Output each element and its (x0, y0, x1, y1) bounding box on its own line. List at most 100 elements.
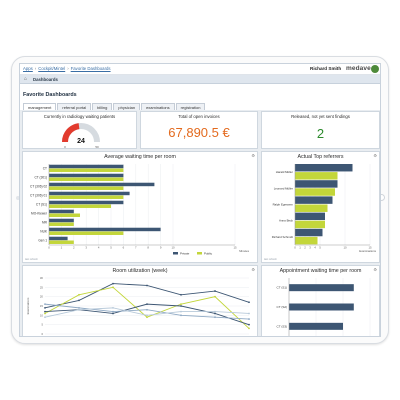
y-category-label: Anna Beck (279, 219, 294, 223)
tab-referral-portal[interactable]: referral portal (57, 103, 92, 110)
bar-private (295, 196, 333, 204)
panel-room-utilization: Room utilization (week) ⚙ 0 5 10 15 20 25 30 Ex… (22, 265, 258, 336)
data-point (146, 308, 148, 311)
x-tick-label: 0 (294, 246, 296, 250)
y-category-label: CT (43, 167, 47, 171)
x-tick-label: 3 (85, 246, 87, 250)
y-tick-label: 30 (40, 276, 44, 280)
data-point (78, 299, 80, 302)
x-tick-label: 0 (48, 246, 50, 250)
panel-footer: last refresh (25, 258, 38, 261)
bar-private (49, 218, 74, 223)
y-category-label: CT (S1) (36, 203, 47, 207)
settings-icon[interactable]: ⚙ (373, 153, 377, 158)
kpi-waiting-patients: Currently in radiology waiting patients … (22, 111, 137, 149)
settings-icon[interactable]: ⚙ (251, 153, 255, 158)
x-tick-label: 1 (61, 246, 63, 250)
y-category-label: CT (S1) (277, 286, 287, 290)
y-category-label: MR (42, 221, 48, 225)
y-tick-label: 10 (40, 313, 44, 317)
x-tick-label: 4 (314, 246, 316, 250)
legend-swatch-private (173, 252, 178, 255)
y-category-label: Leonard Müller (274, 186, 293, 190)
bar-private (49, 236, 68, 241)
y-category-label: CT (306) 02 (30, 185, 47, 189)
legend-swatch-public (197, 252, 202, 255)
data-point (214, 295, 216, 298)
x-tick-label: 4 (98, 246, 100, 250)
settings-icon[interactable]: ⚙ (251, 267, 255, 272)
data-point (214, 316, 216, 319)
kpi-title: Currently in radiology waiting patients (43, 114, 116, 119)
data-point (44, 303, 46, 306)
tab-physician[interactable]: physician (113, 103, 141, 110)
user-name[interactable]: Richard Smith (310, 66, 342, 71)
bar-private (289, 322, 343, 330)
y-tick-label: 15 (40, 304, 44, 308)
nav-title[interactable]: Dashboards (33, 77, 58, 82)
kpi-value: 67,890.5 € (168, 125, 230, 140)
bar-private (49, 227, 161, 232)
bar-public (295, 220, 325, 229)
bar-public (49, 240, 74, 244)
bar-private (49, 173, 124, 178)
bar-private (49, 182, 155, 187)
data-point (146, 284, 148, 287)
bar-public (49, 168, 124, 172)
settings-icon[interactable]: ⚙ (373, 267, 377, 272)
data-point (112, 306, 114, 309)
brand-badge-icon (371, 65, 379, 73)
chart-title: Appointment waiting time per room (279, 268, 362, 274)
home-icon[interactable]: ⌂ (24, 76, 28, 82)
x-tick-label: 5 (110, 246, 112, 250)
data-point (180, 303, 182, 306)
gauge: 24 0 50 (61, 123, 100, 149)
gauge-value: 24 (77, 138, 85, 145)
bar-public (295, 236, 318, 245)
breadcrumb-item[interactable]: Cockpit/Mintel (38, 66, 66, 71)
x-tick-label: 7 (135, 246, 137, 250)
tab-billing[interactable]: billing (92, 103, 113, 110)
bar-private (49, 209, 74, 214)
x-tick-label: 10 (171, 246, 175, 250)
gauge-min: 0 (64, 145, 66, 149)
kpi-open-invoices: Total of open invoices 67,890.5 € (140, 111, 258, 149)
data-point (44, 306, 46, 309)
data-point (112, 312, 114, 315)
data-point (78, 293, 80, 296)
y-category-label: CT (306) 01 (30, 194, 47, 198)
kpi-title: Released, not yet sent findings (291, 114, 350, 119)
tab-registration[interactable]: registration (175, 103, 206, 110)
tab-examinations[interactable]: examinations (141, 103, 175, 110)
x-axis-unit: Minutes (239, 249, 249, 253)
data-point (78, 308, 80, 311)
y-category-label: MO-Kiewer (31, 212, 48, 216)
breadcrumb-item[interactable]: Favorite Dashboards (70, 66, 111, 71)
y-tick-label: 0 (41, 332, 43, 336)
bar-public (49, 195, 124, 199)
waiting-time-chart: 0 1 2 3 4 5 6 7 8 9 10 15 CT CT (301) CT (306) 02 CT (3… (30, 164, 250, 255)
y-tick-label: 25 (40, 285, 44, 289)
chart-title: Actual Top referrers (297, 154, 344, 160)
panel-appointment-wait: Appointment waiting time per room ⚙ CT (… (261, 265, 380, 336)
data-point (44, 316, 46, 319)
data-point (44, 310, 46, 313)
y-category-label: CT (S2) (277, 305, 287, 309)
x-tick-label: 10 (343, 246, 347, 250)
data-point (214, 310, 216, 313)
x-axis-unit: Examinations (359, 249, 376, 253)
tab-management[interactable]: management (23, 103, 57, 110)
data-point (248, 327, 250, 330)
bar-private (49, 200, 124, 205)
breadcrumb-item[interactable]: Apps (23, 66, 33, 71)
x-tick-label: 3 (309, 246, 311, 250)
legend-label-private: Private (180, 251, 190, 255)
bar-public (49, 222, 74, 226)
x-tick-label: 9 (160, 246, 162, 250)
bar-private (289, 284, 354, 292)
top-bar: Apps › Cockpit/Mintel › Favorite Dashboards … (20, 64, 380, 75)
x-tick-label: 2 (73, 246, 75, 250)
bar-public (295, 204, 328, 212)
bar-private (289, 303, 354, 311)
page-title: Favorite Dashboards (23, 92, 77, 98)
